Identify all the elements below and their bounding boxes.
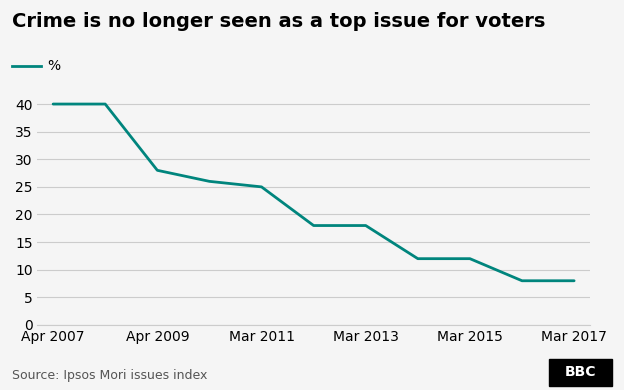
Text: BBC: BBC (565, 365, 596, 379)
Text: Crime is no longer seen as a top issue for voters: Crime is no longer seen as a top issue f… (12, 12, 546, 31)
Text: %: % (47, 59, 60, 73)
Text: Source: Ipsos Mori issues index: Source: Ipsos Mori issues index (12, 369, 208, 382)
